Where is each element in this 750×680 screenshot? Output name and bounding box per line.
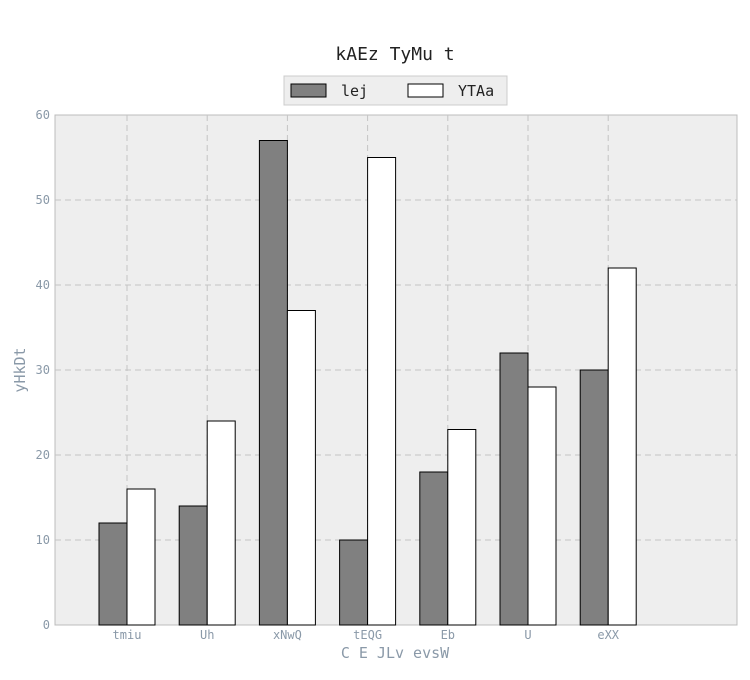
bar-lej-u <box>499 352 529 626</box>
bar-lej-xnwq <box>258 140 288 626</box>
y-tick-label: 10 <box>36 533 50 547</box>
y-tick-label: 0 <box>43 618 50 632</box>
legend-swatch-lej <box>290 83 327 98</box>
y-tick-label: 60 <box>36 108 50 122</box>
bar-ytaa-teqg <box>367 157 397 626</box>
bar-lej-tmiu <box>98 522 128 626</box>
legend-label-lej: lej <box>341 82 368 100</box>
y-tick-label: 30 <box>36 363 50 377</box>
x-axis-label: C E JLv evsW <box>341 644 450 662</box>
y-ticks: 0 10 20 30 40 50 60 <box>36 108 50 632</box>
x-tick-label: eXX <box>597 628 619 642</box>
x-tick-label: Uh <box>200 628 214 642</box>
y-tick-label: 50 <box>36 193 50 207</box>
bar-ytaa-exx <box>607 267 637 626</box>
x-tick-label: tmiu <box>113 628 142 642</box>
chart-title: kAEz TyMu t <box>335 44 454 65</box>
bar-ytaa-eb <box>447 429 477 626</box>
y-tick-label: 20 <box>36 448 50 462</box>
bar-ytaa-uh <box>206 420 236 626</box>
legend: lej YTAa <box>283 75 508 106</box>
bar-lej-teqg <box>339 539 369 626</box>
bar-ytaa-u <box>527 386 557 626</box>
bar-ytaa-tmiu <box>126 488 156 626</box>
bar-ytaa-xnwq <box>286 310 316 626</box>
legend-swatch-ytaa <box>407 83 444 98</box>
x-tick-label: xNwQ <box>273 628 302 642</box>
y-axis-label: yHkDt <box>11 347 29 392</box>
bar-lej-exx <box>579 369 609 626</box>
x-tick-label: U <box>524 628 531 642</box>
x-tick-label: tEQG <box>353 628 382 642</box>
x-tick-label: Eb <box>441 628 455 642</box>
bars <box>98 140 637 626</box>
y-tick-label: 40 <box>36 278 50 292</box>
bar-lej-uh <box>178 505 208 626</box>
bar-lej-eb <box>419 471 449 626</box>
legend-label-ytaa: YTAa <box>458 82 494 100</box>
